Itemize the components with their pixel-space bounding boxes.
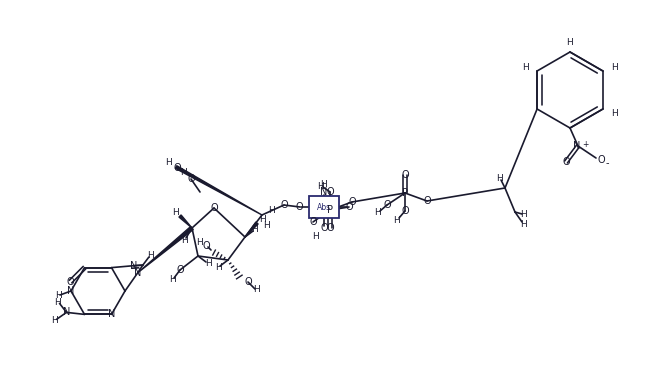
Text: H: H [317, 181, 324, 191]
Text: H: H [521, 63, 529, 71]
Text: H: H [375, 207, 381, 217]
Text: N: N [108, 309, 115, 319]
Text: H: H [269, 206, 275, 215]
Text: H: H [51, 316, 58, 325]
Text: O: O [326, 223, 334, 233]
Text: H: H [54, 298, 61, 307]
Text: H: H [168, 275, 176, 283]
Text: O: O [173, 163, 181, 173]
Text: H: H [172, 207, 178, 217]
Text: H: H [180, 167, 186, 176]
Text: H: H [147, 251, 154, 260]
Text: H: H [214, 264, 221, 272]
Text: H: H [205, 259, 211, 269]
Text: O: O [401, 206, 409, 216]
Text: +: + [582, 139, 588, 149]
Text: P: P [402, 188, 408, 198]
Text: O: O [597, 155, 605, 165]
Text: O: O [187, 174, 195, 184]
Text: H: H [496, 173, 504, 183]
Text: O: O [309, 217, 317, 227]
Text: N: N [63, 308, 70, 317]
Text: O: O [295, 202, 303, 212]
Text: Abs: Abs [317, 202, 331, 212]
Text: H: H [259, 215, 267, 223]
Text: O: O [383, 200, 391, 210]
Text: O: O [67, 277, 75, 286]
Text: O: O [210, 203, 218, 213]
Polygon shape [245, 222, 258, 237]
Text: P: P [327, 205, 333, 215]
Text: H: H [313, 231, 319, 241]
Text: H: H [612, 63, 618, 71]
Text: H: H [393, 215, 401, 225]
Text: H: H [521, 220, 527, 228]
Text: O: O [320, 223, 328, 233]
Text: N: N [134, 268, 141, 278]
Bar [309, 196, 339, 218]
Text: H: H [321, 180, 327, 188]
Text: O: O [280, 200, 288, 210]
Text: H: H [195, 238, 203, 246]
Text: N: N [130, 261, 137, 271]
Text: H: H [251, 225, 258, 233]
Text: O: O [423, 196, 431, 206]
Text: O: O [562, 157, 570, 167]
Text: H: H [263, 220, 271, 230]
Text: O: O [176, 265, 184, 275]
Text: H: H [55, 291, 61, 301]
Text: N: N [320, 187, 327, 197]
Polygon shape [179, 215, 192, 228]
Polygon shape [176, 166, 262, 215]
Text: O: O [244, 277, 252, 287]
Text: H: H [253, 285, 261, 295]
Text: H: H [612, 108, 618, 118]
Text: O: O [326, 187, 334, 197]
Text: -: - [605, 158, 609, 168]
Text: H: H [181, 235, 187, 244]
Text: H: H [567, 37, 574, 47]
Text: O: O [345, 202, 353, 212]
Text: N: N [67, 286, 75, 296]
Text: O: O [202, 241, 210, 251]
Text: O: O [401, 170, 409, 180]
Text: H: H [164, 157, 172, 167]
Text: O: O [348, 197, 356, 207]
Text: N: N [574, 141, 581, 151]
Text: H: H [521, 209, 527, 219]
Polygon shape [138, 227, 193, 273]
